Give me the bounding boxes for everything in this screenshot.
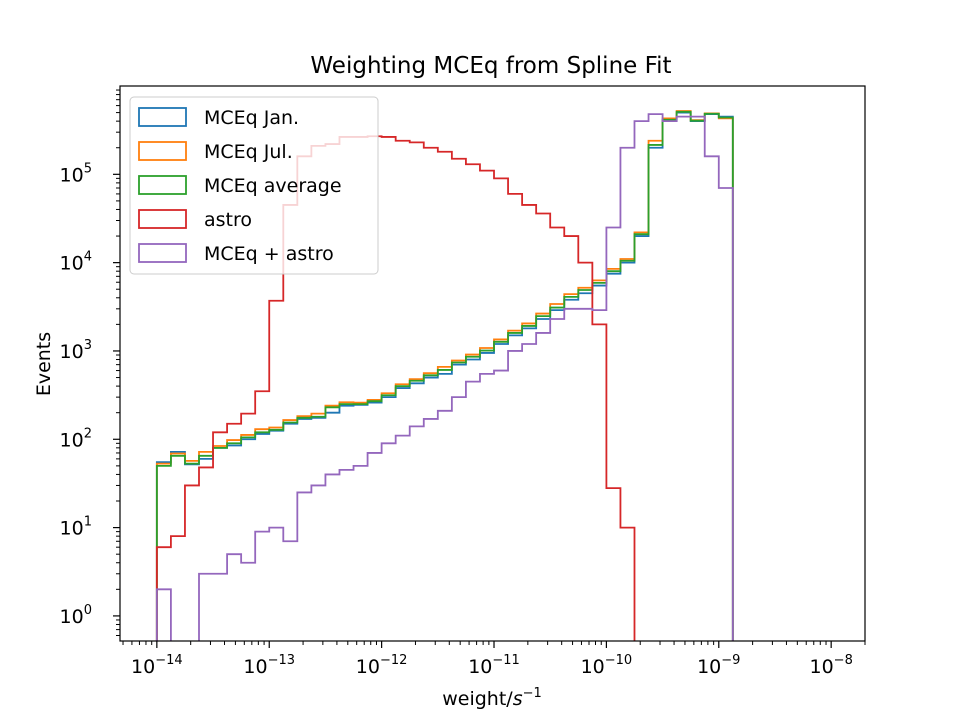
plot-frame	[119, 85, 866, 642]
series-mceq-average	[155, 110, 734, 641]
legend-box	[129, 96, 379, 275]
legend-swatch	[138, 107, 187, 127]
series-line	[155, 113, 734, 641]
legend-label: MCEq Jan.	[204, 107, 299, 129]
series-mceq-astro	[155, 113, 734, 641]
y-tick-label: 102	[60, 426, 92, 451]
y-tick-label: 105	[60, 161, 92, 186]
legend-item: MCEq average	[138, 175, 342, 197]
y-tick-label: 104	[60, 250, 92, 275]
legend-item: MCEq Jan.	[138, 107, 299, 129]
y-tick-label: 101	[60, 515, 92, 540]
x-tick-label: 10−10	[581, 653, 633, 678]
x-tick-label: 10−13	[243, 653, 295, 678]
x-axis: 10−14 10−13 10−12 10−11 10−10 10−9 10−8	[122, 641, 866, 678]
legend-swatch	[138, 209, 187, 229]
y-axis-label: Events	[33, 332, 55, 396]
legend-item: MCEq Jul.	[138, 141, 293, 163]
series-mceq-jan	[155, 111, 734, 641]
series-layer	[155, 110, 734, 641]
series-line	[155, 111, 734, 641]
series-astro	[155, 135, 636, 641]
series-line	[155, 110, 734, 641]
series-line	[155, 110, 734, 641]
legend-label: MCEq + astro	[204, 243, 334, 265]
x-tick-label: 10−8	[809, 653, 852, 678]
x-tick-label: 10−12	[356, 653, 408, 678]
legend: MCEq Jan. MCEq Jul. MCEq average astro MCEq …	[129, 96, 379, 275]
x-axis-label: weight/s−1	[442, 686, 542, 710]
legend-label: MCEq average	[204, 175, 342, 197]
y-axis: 100 101 102 103 104 105	[60, 89, 120, 637]
chart-title: Weighting MCEq from Spline Fit	[310, 53, 671, 79]
legend-swatch	[138, 243, 187, 263]
y-tick-label: 103	[60, 338, 92, 363]
x-tick-label: 10−11	[468, 653, 520, 678]
legend-label: astro	[204, 209, 252, 231]
legend-swatch	[138, 175, 187, 195]
legend-label: MCEq Jul.	[204, 141, 293, 163]
legend-items: MCEq Jan. MCEq Jul. MCEq average astro MCEq …	[138, 107, 342, 265]
legend-item: astro	[138, 209, 252, 231]
series-line	[155, 135, 636, 641]
x-tick-label: 10−14	[131, 653, 183, 678]
legend-item: MCEq + astro	[138, 243, 334, 265]
series-mceq-jul	[155, 110, 734, 641]
legend-swatch	[138, 141, 187, 161]
y-tick-label: 100	[60, 603, 92, 628]
x-tick-label: 10−9	[697, 653, 740, 678]
